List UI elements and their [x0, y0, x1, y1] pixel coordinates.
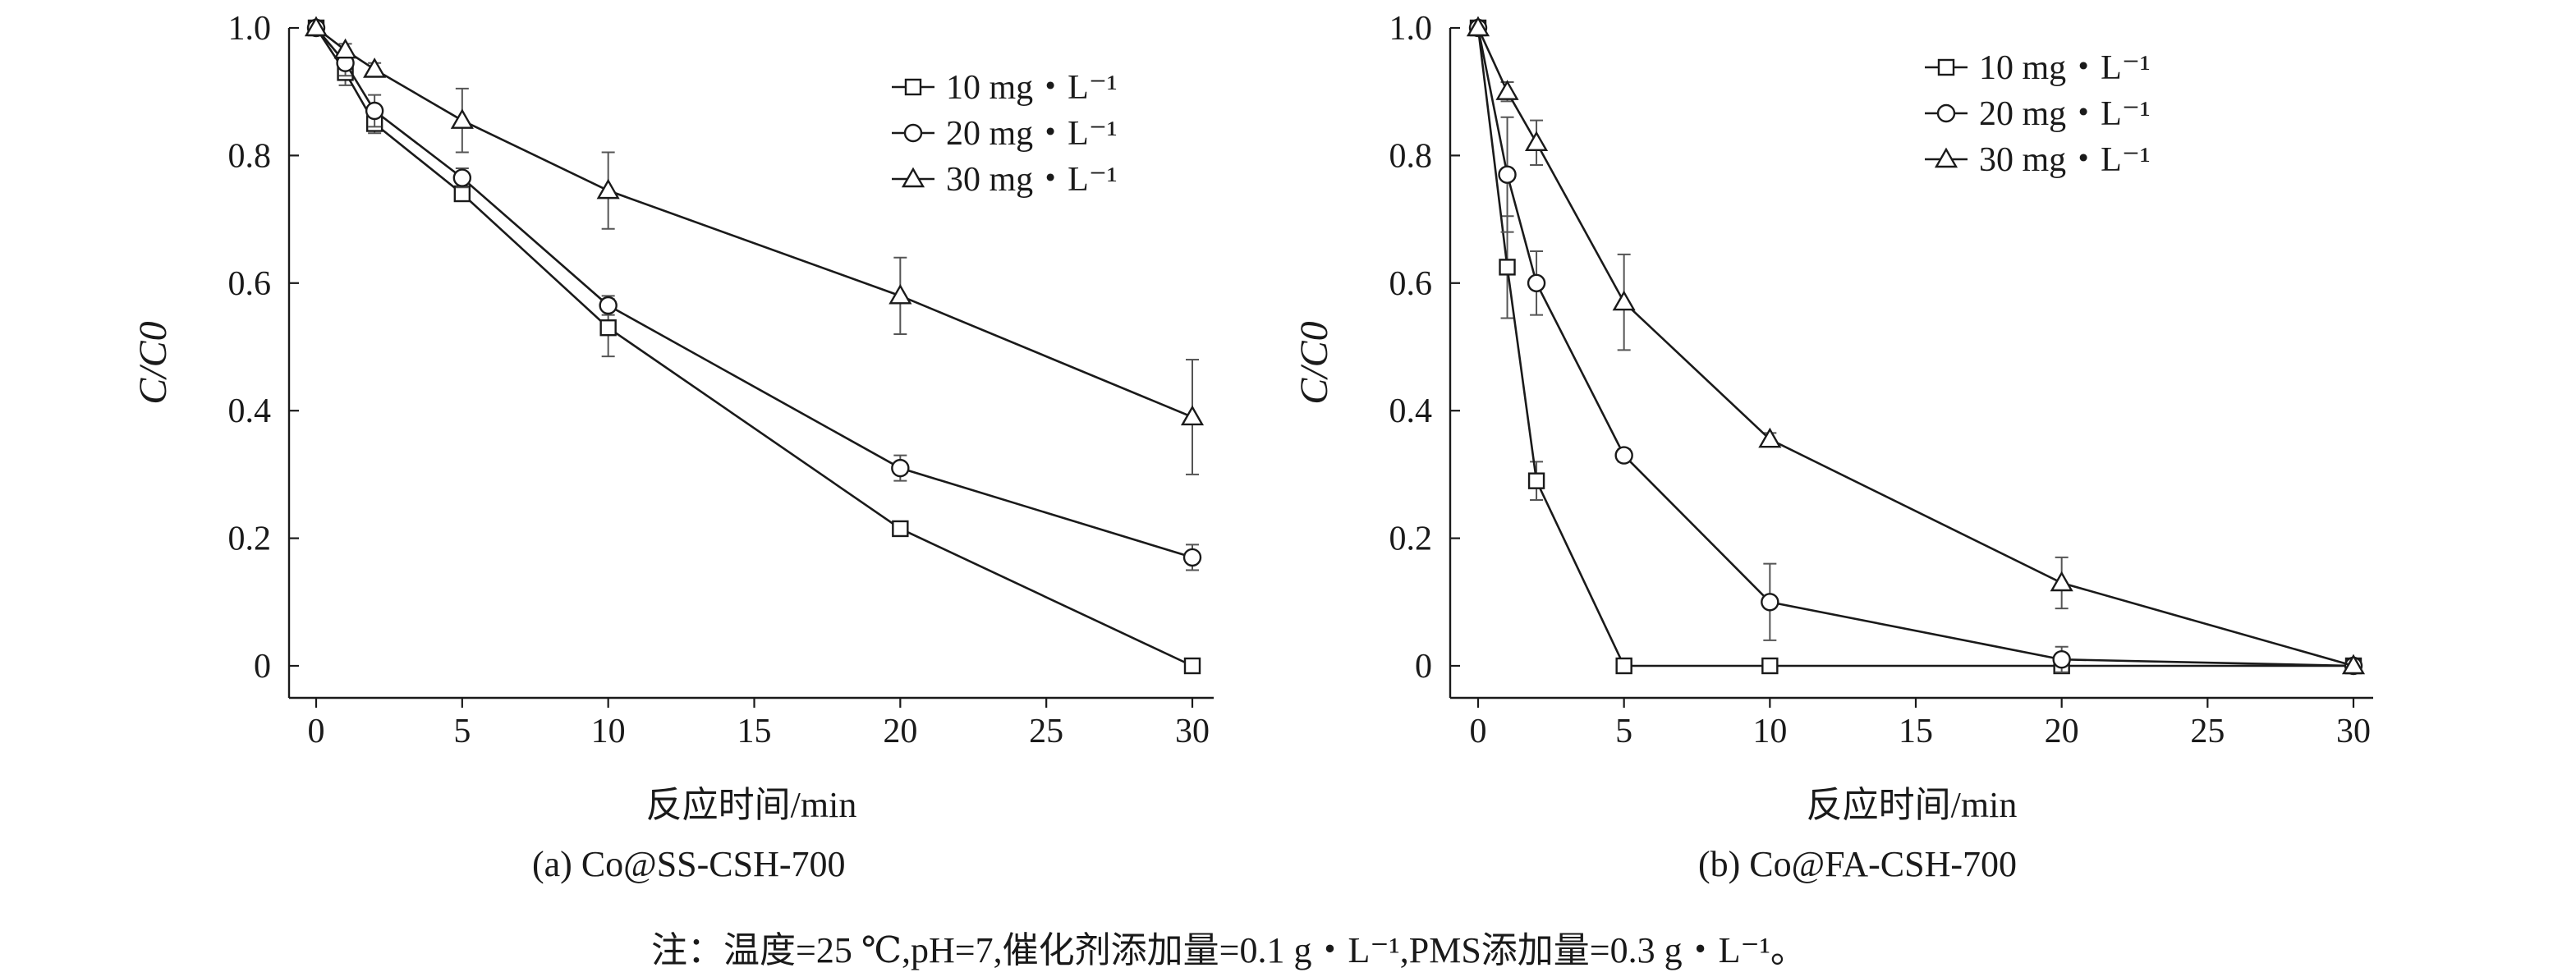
data-point-a-3	[596, 178, 620, 200]
data-point-b-3	[2050, 571, 2073, 592]
legend-label-b-2: 20 mg・L⁻¹	[1979, 95, 2151, 133]
y-tick-label-a: 0.4	[228, 392, 272, 430]
figure-note: 注：温度=25 ℃,pH=7,催化剂添加量=0.1 g・L⁻¹,PMS添加量=0…	[651, 930, 1807, 970]
x-tick-label-a: 5	[453, 713, 471, 750]
series-b-2	[1468, 18, 2363, 676]
x-tick-label-a: 20	[883, 713, 917, 750]
chart-b: 0 0.2 0.4 0.6 0.8 1.0 0 5 10 15 20 25 30 反应时间/min C/C0…	[1293, 10, 2373, 825]
legend-marker-a-1	[904, 78, 922, 96]
legend-marker-b-2	[1936, 103, 1956, 123]
x-tick-label-b: 15	[1899, 713, 1933, 750]
data-point-a-1	[1183, 657, 1201, 675]
x-tick-label-b: 10	[1752, 713, 1787, 750]
data-point-b-1	[1527, 472, 1545, 489]
data-point-a-1	[599, 319, 617, 337]
data-point-b-3	[1524, 131, 1549, 152]
data-point-a-2	[891, 458, 910, 478]
data-point-b-1	[1615, 657, 1632, 675]
x-tick-label-b: 0	[1470, 713, 1487, 750]
x-axis-title-a: 反应时间/min	[646, 785, 857, 825]
y-tick-label-b: 0.6	[1389, 265, 1433, 303]
legend-marker-a-3	[901, 167, 925, 188]
legend-label-b-3: 30 mg・L⁻¹	[1979, 141, 2151, 179]
data-point-a-3	[333, 38, 357, 59]
y-axis-title-b: C/C0	[1293, 321, 1336, 404]
data-point-a-2	[365, 101, 384, 121]
data-point-a-3	[304, 16, 328, 37]
legend-marker-a-2	[903, 123, 923, 143]
data-point-a-3	[450, 108, 474, 129]
y-tick-label-a: 0	[254, 648, 271, 686]
data-point-b-2	[2052, 650, 2071, 669]
data-point-b-3	[1466, 16, 1490, 37]
series-b-3	[1466, 16, 2366, 675]
legend-marker-b-3	[1934, 147, 1958, 168]
data-point-a-1	[892, 520, 909, 538]
data-point-b-2	[1498, 165, 1517, 184]
series-b-1	[1469, 19, 2362, 675]
legend-b: 10 mg・L⁻¹ 20 mg・L⁻¹ 30 mg・L⁻¹	[1925, 49, 2151, 179]
x-tick-label-b: 25	[2190, 713, 2225, 750]
y-tick-label-b: 1.0	[1389, 10, 1433, 48]
x-tick-label-b: 30	[2336, 713, 2371, 750]
data-point-b-3	[1758, 427, 1782, 448]
x-axis-title-b: 反应时间/min	[1807, 785, 2018, 825]
y-tick-label-b: 0.8	[1389, 137, 1433, 175]
series-line-a-2	[315, 27, 1193, 559]
data-point-a-2	[452, 168, 472, 187]
y-tick-label-b: 0.2	[1389, 521, 1433, 558]
data-point-b-3	[2341, 654, 2366, 675]
x-tick-label-b: 5	[1615, 713, 1632, 750]
y-tick-label-b: 0.4	[1389, 392, 1433, 430]
data-point-b-2	[1761, 593, 1779, 612]
legend-marker-b-1	[1937, 58, 1955, 76]
chart-a: 0 0.2 0.4 0.6 0.8 1.0 0 5 10 15 20 25 30 反应时间/min C/C0…	[131, 10, 1214, 825]
legend-a: 10 mg・L⁻¹ 20 mg・L⁻¹ 30 mg・L⁻¹	[892, 69, 1118, 199]
series-line-b-1	[1476, 27, 2353, 667]
data-point-b-1	[1761, 657, 1779, 675]
legend-label-b-1: 10 mg・L⁻¹	[1979, 49, 2151, 87]
data-point-b-2	[1614, 446, 1633, 465]
data-point-a-2	[1182, 548, 1202, 567]
data-point-a-3	[363, 57, 387, 78]
x-tick-label-a: 0	[308, 713, 325, 750]
y-tick-label-a: 1.0	[228, 10, 272, 48]
data-point-a-2	[599, 296, 618, 315]
y-tick-label-a: 0.8	[228, 137, 272, 175]
series-line-b-2	[1476, 27, 2354, 667]
data-point-b-3	[1612, 290, 1636, 311]
x-tick-label-a: 15	[737, 713, 772, 750]
y-tick-label-a: 0.6	[228, 265, 272, 303]
y-tick-label-b: 0	[1415, 648, 1432, 686]
series-a-3	[304, 16, 1205, 475]
data-point-b-1	[1499, 259, 1516, 276]
data-point-a-1	[453, 185, 471, 203]
x-tick-label-a: 10	[591, 713, 626, 750]
data-point-a-3	[1180, 405, 1205, 426]
x-tick-label-b: 20	[2045, 713, 2079, 750]
y-axis-title-a: C/C0	[131, 321, 175, 404]
x-tick-label-a: 25	[1029, 713, 1063, 750]
x-tick-label-a: 30	[1175, 713, 1210, 750]
legend-label-a-2: 20 mg・L⁻¹	[946, 115, 1118, 153]
data-point-a-3	[889, 283, 912, 305]
panel-b-caption: (b) Co@FA-CSH-700	[1698, 844, 2018, 884]
data-point-b-3	[1495, 80, 1519, 100]
data-point-b-2	[1527, 273, 1546, 292]
panel-a-caption: (a) Co@SS-CSH-700	[532, 844, 846, 884]
y-tick-label-a: 0.2	[228, 521, 272, 558]
series-line-b-3	[1476, 27, 2354, 667]
legend-label-a-3: 30 mg・L⁻¹	[946, 161, 1118, 199]
legend-label-a-1: 10 mg・L⁻¹	[946, 69, 1118, 107]
